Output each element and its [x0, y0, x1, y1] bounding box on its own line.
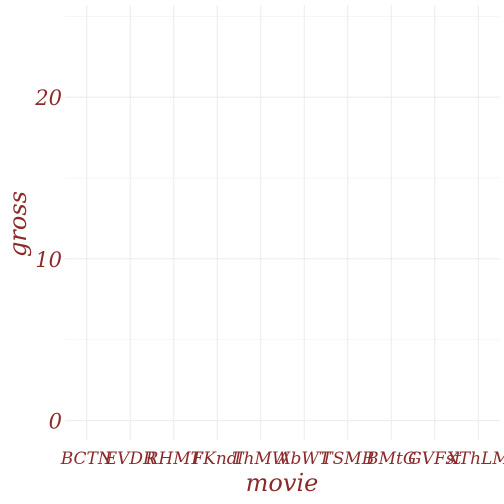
y-tick-label: 10 — [35, 248, 62, 272]
x-tick-label: AbWT — [276, 449, 332, 469]
grid — [65, 5, 500, 440]
x-tick-label: RHMT — [145, 449, 204, 469]
x-tick-label: TSMB — [321, 449, 374, 469]
y-tick-label: 20 — [34, 86, 62, 110]
x-axis-title: movie — [246, 469, 319, 497]
y-tick-labels: 0 10 20 — [34, 86, 62, 433]
y-axis-title: gross — [4, 191, 32, 257]
y-tick-label: 0 — [49, 410, 62, 434]
x-tick-label: EVDR — [104, 449, 156, 469]
x-tick-label: XThLM — [445, 449, 504, 469]
x-tick-label: BMtG — [365, 449, 416, 469]
x-tick-label: ThMW — [232, 449, 291, 469]
x-tick-label: FKndl — [190, 449, 243, 469]
x-tick-label: GVFst — [408, 449, 461, 469]
x-tick-label: BCTN — [60, 449, 114, 469]
x-tick-labels: BCTNEVDRRHMTFKndlThMWAbWTTSMBBMtGGVFstXT… — [60, 449, 504, 469]
